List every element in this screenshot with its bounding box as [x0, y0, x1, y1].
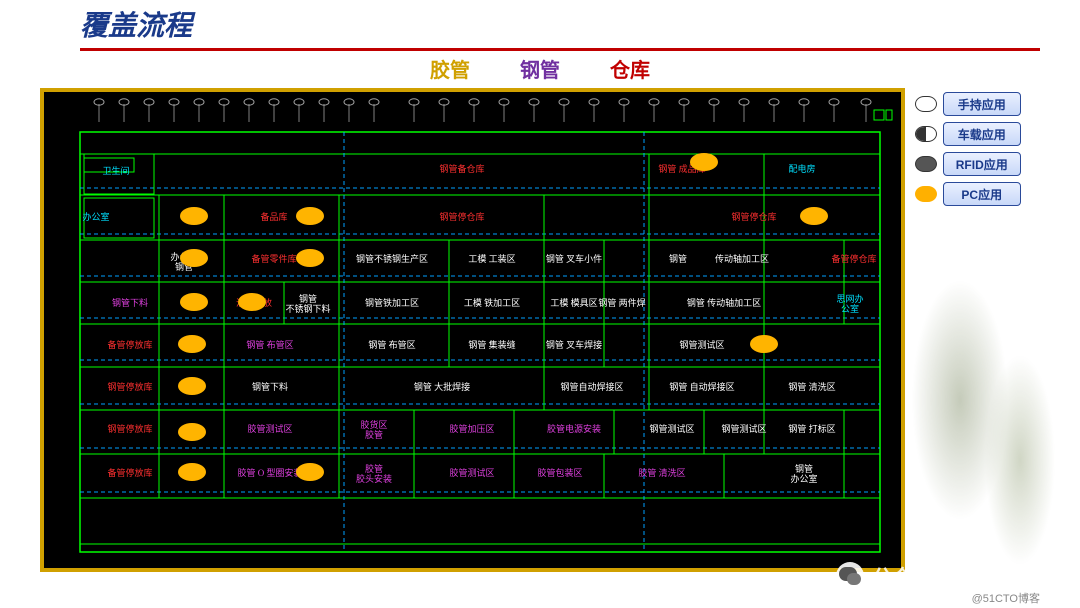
svg-text:钢管: 钢管 — [299, 293, 317, 304]
svg-text:备管停仓库: 备管停仓库 — [831, 253, 876, 264]
svg-text:办公室: 办公室 — [790, 473, 817, 484]
svg-text:钢管测试区: 钢管测试区 — [721, 423, 766, 434]
svg-text:胶管加压区: 胶管加压区 — [449, 423, 494, 434]
svg-text:工模 工装区: 工模 工装区 — [468, 253, 515, 264]
svg-text:胶货区: 胶货区 — [360, 419, 387, 430]
legend-item: 车载应用 — [915, 122, 1040, 146]
svg-text:钢管停仓库: 钢管停仓库 — [731, 211, 776, 222]
subheader: 胶管 钢管 仓库 — [0, 51, 1080, 85]
svg-text:钢管 清洗区: 钢管 清洗区 — [788, 381, 835, 392]
svg-text:钢管自动焊接区: 钢管自动焊接区 — [560, 381, 623, 392]
subhead-胶管: 胶管 — [430, 54, 470, 83]
svg-text:不锈钢下料: 不锈钢下料 — [285, 303, 330, 314]
legend-item: 手持应用 — [915, 92, 1040, 116]
svg-text:传动轴加工区: 传动轴加工区 — [715, 253, 769, 264]
svg-text:钢管 叉车焊接: 钢管 叉车焊接 — [546, 339, 602, 350]
svg-text:钢管下料: 钢管下料 — [112, 297, 148, 308]
floorplan: 钢管备仓库钢管 成品库配电房卫生间办公室备品库钢管停仓库钢管停仓库办公室钢管备管… — [40, 88, 905, 572]
legend-label: RFID应用 — [943, 152, 1021, 176]
svg-text:工模 铁加工区: 工模 铁加工区 — [464, 297, 520, 308]
svg-text:胶管 清洗区: 胶管 清洗区 — [638, 467, 685, 478]
svg-text:工模 模具区: 工模 模具区 — [550, 298, 597, 308]
legend-label: PC应用 — [943, 182, 1021, 206]
subhead-钢管: 钢管 — [520, 54, 560, 83]
subhead-仓库: 仓库 — [610, 54, 650, 83]
svg-text:钢管 自动焊接区: 钢管 自动焊接区 — [669, 381, 734, 392]
svg-text:胶头安装: 胶头安装 — [356, 473, 392, 484]
svg-text:钢管 打标区: 钢管 打标区 — [788, 423, 835, 434]
svg-text:思网办: 思网办 — [836, 293, 863, 304]
legend-label: 手持应用 — [943, 92, 1021, 116]
legend-icon — [915, 96, 937, 112]
svg-text:钢管备仓库: 钢管备仓库 — [439, 163, 484, 174]
svg-text:钢管 传动轴加工区: 钢管 传动轴加工区 — [687, 297, 761, 308]
legend: 手持应用车载应用 RFID应用 PC应用 — [905, 88, 1040, 590]
svg-text:备管零件库: 备管零件库 — [251, 253, 296, 264]
svg-text:钢管测试区: 钢管测试区 — [679, 339, 724, 350]
legend-label: 车载应用 — [943, 122, 1021, 146]
legend-icon — [915, 186, 937, 202]
svg-text:备管停放库: 备管停放库 — [107, 467, 152, 478]
svg-text:公室: 公室 — [841, 303, 859, 314]
legend-icon — [915, 156, 937, 172]
credit: @51CTO博客 — [972, 590, 1040, 606]
svg-text:钢管测试区: 钢管测试区 — [649, 423, 694, 434]
svg-text:胶管: 胶管 — [365, 463, 383, 474]
svg-text:钢管下料: 钢管下料 — [252, 381, 288, 392]
svg-text:钢管停仓库: 钢管停仓库 — [439, 211, 484, 222]
svg-text:钢管 两件焊: 钢管 两件焊 — [598, 297, 645, 308]
svg-text:钢管停放库: 钢管停放库 — [107, 381, 152, 392]
svg-text:配电房: 配电房 — [788, 163, 815, 174]
svg-text:钢管停放库: 钢管停放库 — [107, 423, 152, 434]
svg-text:备品库: 备品库 — [260, 211, 287, 222]
svg-text:钢管 大批焊接: 钢管 大批焊接 — [414, 381, 470, 392]
svg-text:胶管: 胶管 — [365, 429, 383, 440]
svg-text:钢管 布管区: 钢管 布管区 — [368, 339, 415, 350]
svg-text:胶管电源安装: 胶管电源安装 — [547, 423, 601, 434]
svg-text:钢管 叉车小件: 钢管 叉车小件 — [546, 253, 602, 264]
legend-icon — [915, 126, 937, 142]
page-title: 覆盖流程 — [80, 4, 192, 44]
svg-text:钢管: 钢管 — [795, 463, 813, 474]
svg-text:办公室: 办公室 — [82, 211, 109, 222]
svg-text:胶管 O 型圈安装: 胶管 O 型圈安装 — [238, 467, 303, 478]
svg-text:胶管测试区: 胶管测试区 — [247, 423, 292, 434]
svg-text:胶管测试区: 胶管测试区 — [449, 467, 494, 478]
svg-text:钢管 布管区: 钢管 布管区 — [246, 339, 293, 350]
svg-text:卫生间: 卫生间 — [102, 165, 129, 176]
svg-text:钢管不锈钢生产区: 钢管不锈钢生产区 — [356, 253, 428, 264]
svg-text:钢管: 钢管 — [669, 253, 687, 264]
legend-item: RFID应用 — [915, 152, 1040, 176]
svg-text:备管停放库: 备管停放库 — [107, 339, 152, 350]
legend-item: PC应用 — [915, 182, 1040, 206]
svg-text:钢管铁加工区: 钢管铁加工区 — [365, 297, 419, 308]
svg-text:胶管包装区: 胶管包装区 — [537, 467, 582, 478]
svg-text:钢管 集装缝: 钢管 集装缝 — [468, 339, 515, 350]
